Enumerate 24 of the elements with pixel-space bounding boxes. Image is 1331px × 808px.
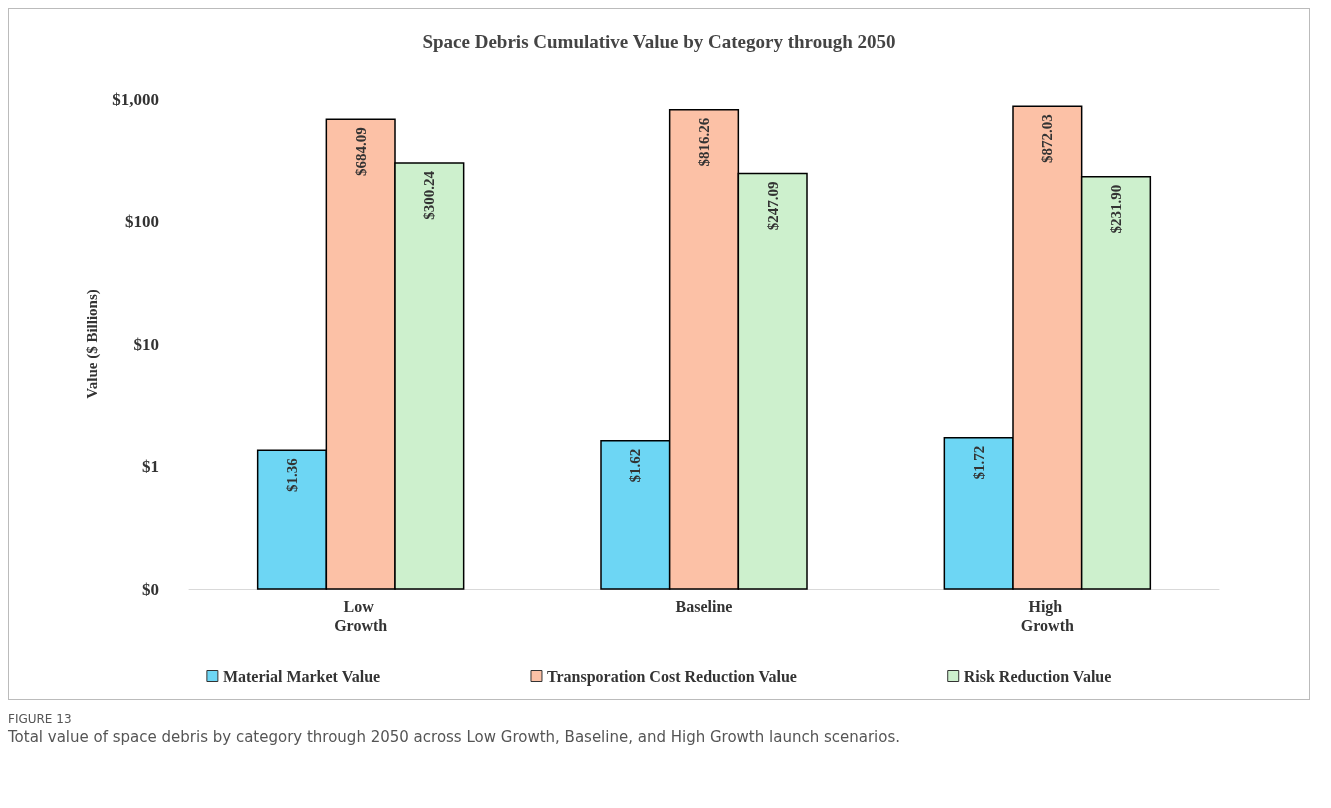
x-tick-label: Low Growth xyxy=(334,598,388,634)
y-tick-label: $100 xyxy=(125,212,159,231)
x-tick-label: Baseline xyxy=(675,598,733,615)
chart-title: Space Debris Cumulative Value by Category through 2050 xyxy=(422,31,896,52)
y-axis-title: Value ($ Billions) xyxy=(83,289,101,399)
data-label: $247.09 xyxy=(764,181,781,231)
y-tick-label: $1 xyxy=(142,457,159,476)
y-tick-label: $1,000 xyxy=(112,89,159,109)
y-tick-label: $0 xyxy=(142,579,159,599)
legend-label: Transporation Cost Reduction Value xyxy=(546,667,797,686)
data-label: $1.72 xyxy=(970,445,987,480)
data-label: $300.24 xyxy=(421,170,438,220)
data-label: $816.26 xyxy=(696,117,712,167)
data-label: $1.62 xyxy=(627,448,644,483)
x-tick-label: High Growth xyxy=(1020,598,1074,634)
data-label: $231.90 xyxy=(1108,184,1124,234)
data-label: $872.03 xyxy=(1039,114,1056,164)
data-label: $1.36 xyxy=(284,457,300,492)
legend-label: Risk Reduction Value xyxy=(963,667,1112,685)
data-label: $684.09 xyxy=(352,127,369,176)
text: Total value of space debris by category through 2050 across Low Growth, Baseline, and High Growth launch scenarios. xyxy=(8,728,901,746)
legend-label: Material Market Value xyxy=(222,667,381,685)
caption: FIGURE 13 xyxy=(8,712,73,726)
y-tick-label: $10 xyxy=(133,334,159,354)
